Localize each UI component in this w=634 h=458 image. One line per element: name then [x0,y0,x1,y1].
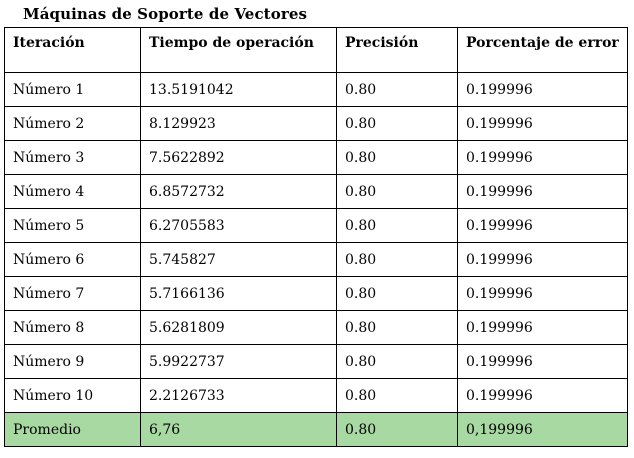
cell-precision: 0.80 [336,106,458,141]
table-row: Número 4 6.8572732 0.80 0.199996 [4,174,628,209]
table-row: Número 6 5.745827 0.80 0.199996 [4,242,628,277]
average-row: Promedio 6,76 0.80 0,199996 [4,412,628,447]
cell-error-percentage: 0.199996 [457,174,628,209]
table-row: Número 5 6.2705583 0.80 0.199996 [4,208,628,243]
cell-error-percentage: 0.199996 [457,208,628,243]
cell-error-percentage: 0.199996 [457,276,628,311]
cell-precision: 0.80 [336,174,458,209]
table-row: Número 8 5.6281809 0.80 0.199996 [4,310,628,345]
cell-iteration: Número 9 [4,344,141,379]
header-iteration: Iteración [4,27,141,73]
cell-precision: 0.80 [336,344,458,379]
cell-error-percentage: 0.199996 [457,242,628,277]
cell-iteration: Número 7 [4,276,141,311]
cell-average-operation-time: 6,76 [140,412,337,447]
table-row: Número 3 7.5622892 0.80 0.199996 [4,140,628,175]
cell-error-percentage: 0.199996 [457,140,628,175]
cell-iteration: Número 6 [4,242,141,277]
svm-results-table: Iteración Tiempo de operación Precisión … [4,27,628,447]
cell-precision: 0.80 [336,310,458,345]
cell-precision: 0.80 [336,208,458,243]
cell-precision: 0.80 [336,276,458,311]
header-error-percentage: Porcentaje de error [457,27,628,73]
cell-precision: 0.80 [336,72,458,107]
cell-iteration: Número 8 [4,310,141,345]
header-row: Iteración Tiempo de operación Precisión … [4,27,628,73]
cell-operation-time: 13.5191042 [140,72,337,107]
table-row: Número 1 13.5191042 0.80 0.199996 [4,72,628,107]
cell-operation-time: 2.2126733 [140,378,337,413]
cell-operation-time: 7.5622892 [140,140,337,175]
cell-average-precision: 0.80 [336,412,458,447]
table-row: Número 7 5.7166136 0.80 0.199996 [4,276,628,311]
table-row: Número 2 8.129923 0.80 0.199996 [4,106,628,141]
table-title: Máquinas de Soporte de Vectores [23,5,308,23]
cell-precision: 0.80 [336,242,458,277]
cell-operation-time: 5.745827 [140,242,337,277]
cell-average-label: Promedio [4,412,141,447]
cell-operation-time: 8.129923 [140,106,337,141]
cell-iteration: Número 3 [4,140,141,175]
cell-iteration: Número 2 [4,106,141,141]
cell-operation-time: 6.8572732 [140,174,337,209]
cell-error-percentage: 0.199996 [457,310,628,345]
cell-operation-time: 5.6281809 [140,310,337,345]
cell-iteration: Número 5 [4,208,141,243]
cell-error-percentage: 0.199996 [457,378,628,413]
cell-iteration: Número 4 [4,174,141,209]
cell-iteration: Número 10 [4,378,141,413]
cell-operation-time: 6.2705583 [140,208,337,243]
cell-precision: 0.80 [336,378,458,413]
header-operation-time: Tiempo de operación [140,27,337,73]
cell-operation-time: 5.7166136 [140,276,337,311]
cell-iteration: Número 1 [4,72,141,107]
cell-operation-time: 5.9922737 [140,344,337,379]
cell-error-percentage: 0.199996 [457,344,628,379]
header-precision: Precisión [336,27,458,73]
table-row: Número 9 5.9922737 0.80 0.199996 [4,344,628,379]
cell-precision: 0.80 [336,140,458,175]
cell-error-percentage: 0.199996 [457,72,628,107]
cell-average-error-percentage: 0,199996 [457,412,628,447]
table-row: Número 10 2.2126733 0.80 0.199996 [4,378,628,413]
cell-error-percentage: 0.199996 [457,106,628,141]
